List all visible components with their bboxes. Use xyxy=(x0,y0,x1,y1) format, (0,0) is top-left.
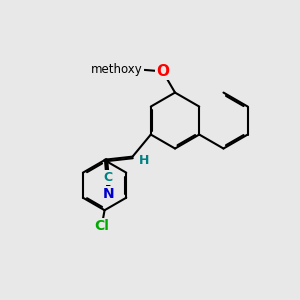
Text: H: H xyxy=(139,154,149,167)
Text: N: N xyxy=(103,187,115,201)
Text: O: O xyxy=(156,64,169,79)
Text: methoxy: methoxy xyxy=(91,63,143,76)
Text: Cl: Cl xyxy=(94,219,109,233)
Text: C: C xyxy=(104,171,113,184)
